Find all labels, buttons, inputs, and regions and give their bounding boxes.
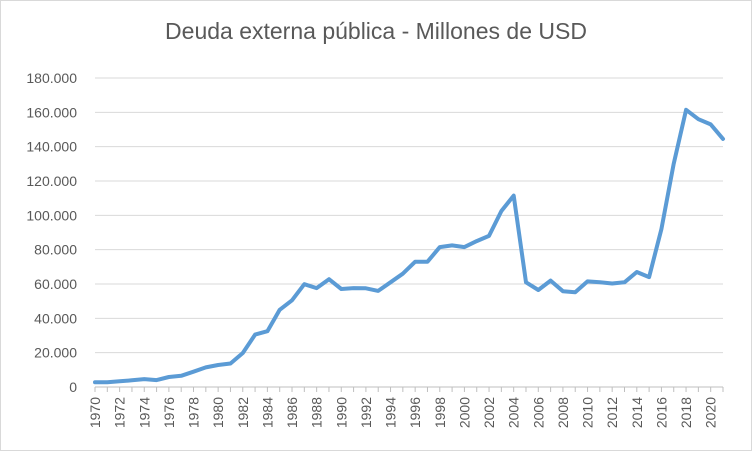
x-tick-label: 1984 [259, 397, 275, 428]
y-axis-ticks: 0 20.000 40.000 60.000 80.000 100.000 120.000 1… [26, 70, 77, 395]
y-tick-label: 140.000 [26, 139, 77, 155]
x-tick-label: 1970 [87, 397, 103, 428]
x-tick-label: 1990 [333, 397, 349, 428]
x-tick-label: 1972 [112, 397, 128, 428]
y-tick-label: 20.000 [34, 345, 77, 361]
x-tick-label: 1998 [432, 397, 448, 428]
y-tick-label: 40.000 [34, 310, 77, 326]
y-tick-label: 80.000 [34, 242, 77, 258]
y-tick-label: 160.000 [26, 104, 77, 120]
x-tick-label: 1994 [383, 397, 399, 428]
x-tick-label: 2014 [629, 397, 645, 428]
x-tick-label: 2016 [653, 397, 669, 428]
series-group [93, 107, 725, 385]
x-tick-label: 1982 [235, 397, 251, 428]
x-tick-label: 2006 [530, 397, 546, 428]
x-tick-label: 1976 [161, 397, 177, 428]
x-tick-label: 2008 [555, 397, 571, 428]
y-tick-label: 0 [69, 379, 77, 395]
series-line [93, 107, 725, 385]
x-tick-label: 2004 [506, 397, 522, 428]
x-tick-label: 2012 [604, 397, 620, 428]
x-tick-label: 1980 [210, 397, 226, 428]
x-tick-label: 1996 [407, 397, 423, 428]
x-tick-label: 1974 [136, 397, 152, 428]
x-tick-label: 1988 [309, 397, 325, 428]
x-tick-label: 2020 [703, 397, 719, 428]
x-tick-label: 2018 [678, 397, 694, 428]
x-tick-label: 2010 [580, 397, 596, 428]
x-tick-label: 1986 [284, 397, 300, 428]
x-tick-label: 2002 [481, 397, 497, 428]
x-tick-label: 1978 [186, 397, 202, 428]
chart-title: Deuda externa pública - Millones de USD [165, 18, 587, 44]
x-tick-label: 2000 [456, 397, 472, 428]
gridlines [95, 77, 723, 388]
y-tick-label: 100.000 [26, 207, 77, 223]
y-tick-label: 180.000 [26, 70, 77, 86]
y-tick-label: 120.000 [26, 173, 77, 189]
x-tick-label: 1992 [358, 397, 374, 428]
y-tick-label: 60.000 [34, 276, 77, 292]
x-axis-ticks: 1970 1972 1974 1976 1978 1980 1982 1984 1986 1988… [87, 387, 724, 428]
